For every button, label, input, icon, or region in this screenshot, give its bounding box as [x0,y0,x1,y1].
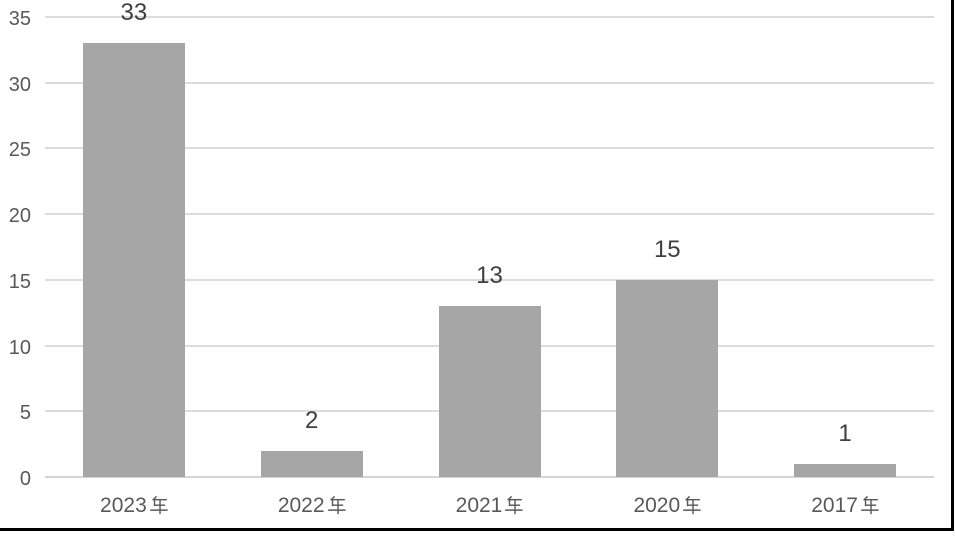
x-axis-category-label: 2022 [232,492,392,520]
bar-2021 [438,306,541,477]
bar-data-label: 33 [120,0,148,27]
bar-data-label: 13 [476,262,503,290]
year-character-icon [149,495,168,515]
y-tick-label: 35 [8,8,31,30]
year-character-icon [505,495,523,515]
figure-border-bottom [0,528,954,531]
x-axis-category-label: 2020 [587,492,747,520]
y-tick-label: 30 [8,73,31,96]
figure-border-right [951,0,954,531]
y-tick-label: 20 [8,205,31,228]
y-tick-label: 25 [8,139,31,162]
bar-2020 [616,279,719,477]
x-axis-category-label: 2023 [54,492,214,520]
gridline [45,213,934,216]
x-axis-line [45,476,934,478]
year-character-icon [327,495,346,515]
bar-data-label: 15 [653,235,681,263]
y-tick-label: 5 [19,402,31,425]
y-tick-label: 10 [8,336,31,359]
gridline [45,81,934,84]
y-tick-label: 0 [19,468,31,490]
gridline [45,278,934,281]
gridline [45,147,934,150]
year-character-icon [861,495,879,515]
bar-2022 [260,450,363,477]
x-axis-category-label: 2021 [410,492,570,520]
y-tick-label: 15 [8,270,31,293]
bar-data-label: 2 [305,406,319,434]
year-character-icon [683,495,701,515]
bar-2023 [82,43,185,477]
x-axis-category-label: 2017 [765,492,925,520]
bar-data-label: 1 [838,419,852,447]
gridline [45,16,934,18]
bar-2017 [794,463,897,477]
